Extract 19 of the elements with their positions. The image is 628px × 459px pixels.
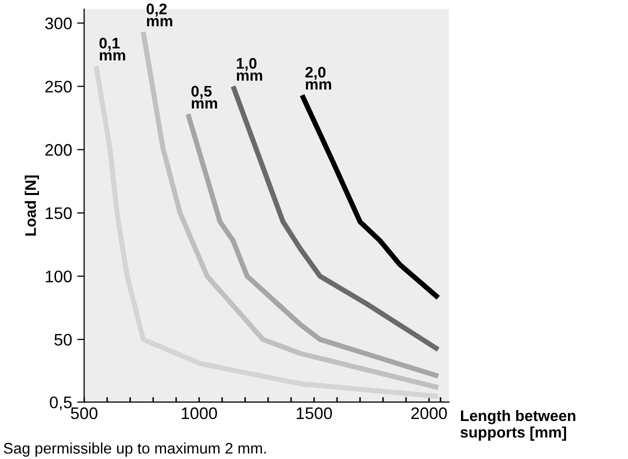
x-tick-label: 500 — [70, 407, 98, 420]
y-tick-label: 200 — [45, 144, 72, 156]
y-tick-label: 0,5 — [50, 396, 72, 410]
series-label: 1,0 mm — [236, 58, 262, 81]
series-label: 0,1 mm — [99, 38, 126, 60]
y-tick-label: 100 — [46, 270, 72, 282]
x-tick-label: 1000 — [182, 407, 217, 420]
series-label: 0,2 mm — [146, 4, 172, 26]
y-tick-label: 250 — [45, 80, 72, 93]
y-tick-label: 300 — [45, 18, 72, 30]
x-axis-title: Length between supports [mm] — [460, 410, 576, 441]
text: Sag permissible up to maximum 2 mm. — [4, 442, 266, 457]
series-label: 0,5 mm — [191, 86, 218, 109]
x-tick-label: 1500 — [296, 407, 332, 420]
y-tick-label: 150 — [46, 207, 72, 220]
y-axis-title: Load [N] — [24, 176, 39, 236]
x-tick-label: 2000 — [411, 407, 447, 420]
y-tick-label: 50 — [54, 334, 72, 346]
series-label: 2,0 mm — [305, 66, 332, 90]
